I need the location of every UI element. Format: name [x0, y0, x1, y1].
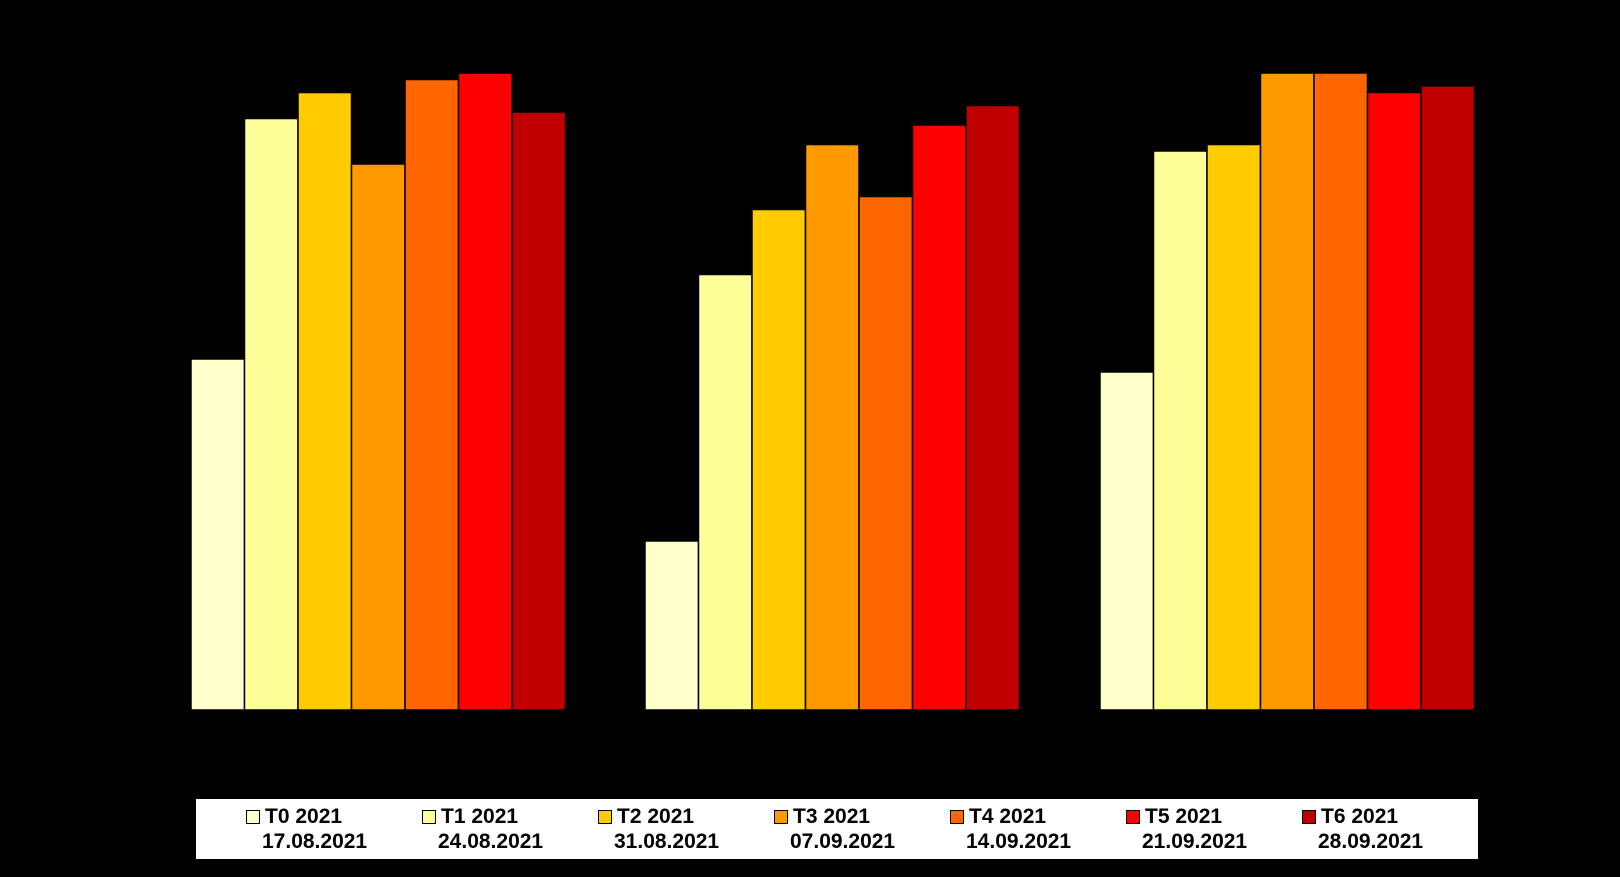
legend-swatch-t3: [774, 809, 788, 824]
bar-t6-group-1: [511, 111, 567, 711]
legend-label-t0: T0 2021: [265, 805, 343, 828]
legend-swatch-t2: [598, 809, 612, 824]
bar-t6-group-3: [1420, 85, 1476, 711]
bar-t2-group-2: [751, 208, 807, 711]
legend-date-t3: 07.09.2021: [790, 830, 896, 853]
legend-label-t6: T6 2021: [1321, 805, 1399, 828]
legend-date-t4: 14.09.2021: [966, 830, 1072, 853]
bar-t1-group-3: [1152, 150, 1208, 711]
bar-t0-group-1: [190, 358, 246, 711]
legend-label-t4: T4 2021: [969, 805, 1047, 828]
bar-t3-group-1: [350, 163, 406, 711]
bar-t5-group-3: [1366, 91, 1422, 711]
legend-swatch-t5: [1126, 809, 1140, 824]
legend-date-t5: 21.09.2021: [1142, 830, 1248, 853]
bar-t2-group-3: [1206, 143, 1262, 711]
bar-t4-group-1: [404, 78, 460, 711]
legend-date-t0: 17.08.2021: [262, 830, 368, 853]
bar-t4-group-3: [1313, 72, 1369, 711]
legend-item-t0: T0 2021 17.08.2021: [246, 804, 422, 854]
legend-label-t1: T1 2021: [441, 805, 519, 828]
legend-item-t1: T1 2021 24.08.2021: [422, 804, 598, 854]
legend-item-t6: T6 2021 28.09.2021: [1302, 804, 1478, 854]
bar-t3-group-2: [804, 143, 860, 711]
bar-t5-group-2: [911, 124, 967, 711]
legend-swatch-t4: [950, 809, 964, 824]
bar-t1-group-2: [697, 273, 753, 711]
legend-item-t4: T4 2021 14.09.2021: [950, 804, 1126, 854]
legend-item-t3: T3 2021 07.09.2021: [774, 804, 950, 854]
legend-date-t6: 28.09.2021: [1318, 830, 1424, 853]
legend-label-t5: T5 2021: [1145, 805, 1223, 828]
legend-swatch-t1: [422, 809, 436, 824]
legend-date-t2: 31.08.2021: [614, 830, 720, 853]
legend-label-t3: T3 2021: [793, 805, 871, 828]
bar-t2-group-1: [297, 91, 353, 711]
legend-date-t1: 24.08.2021: [438, 830, 544, 853]
legend-swatch-t6: [1302, 809, 1316, 824]
bar-t3-group-3: [1259, 72, 1315, 711]
bar-t0-group-3: [1099, 371, 1155, 711]
legend-swatch-t0: [246, 809, 260, 824]
bar-t5-group-1: [457, 72, 513, 711]
legend-item-t2: T2 2021 31.08.2021: [598, 804, 774, 854]
chart-legend: T0 2021 17.08.2021 T1 2021 24.08.2021 T2…: [196, 799, 1478, 859]
bar-t1-group-1: [243, 117, 299, 711]
legend-item-t5: T5 2021 21.09.2021: [1126, 804, 1302, 854]
bar-t6-group-2: [965, 104, 1021, 711]
bar-t0-group-2: [644, 540, 700, 711]
bars-group: [190, 72, 1476, 711]
legend-label-t2: T2 2021: [617, 805, 695, 828]
bar-t4-group-2: [858, 195, 914, 711]
